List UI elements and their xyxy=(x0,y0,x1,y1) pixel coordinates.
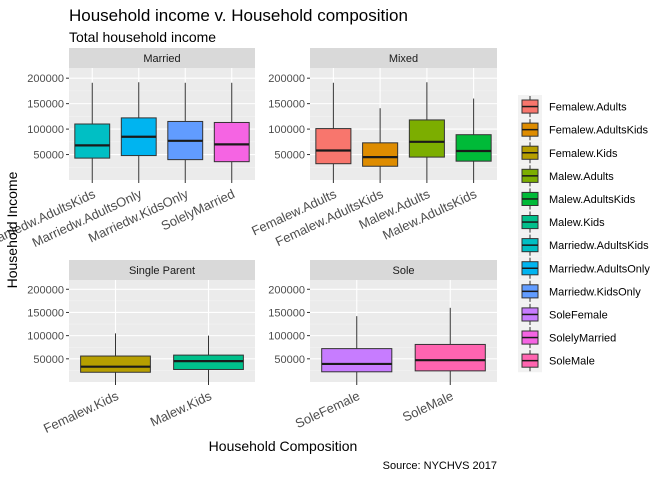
x-tick-label: SoleFemale xyxy=(293,388,362,431)
facet-panel: Mixed50000100000150000200000Femalew.Adul… xyxy=(249,48,497,249)
facet-panel: Married50000100000150000200000Marriedw.A… xyxy=(0,48,255,250)
boxplot-box xyxy=(120,82,157,180)
facet-panel: Single Parent 50000 100000 150000 200000 Fema… xyxy=(27,260,255,436)
y-tick-label: 200000 xyxy=(268,284,305,296)
boxplot-box xyxy=(173,335,244,382)
legend: Femalew.Adults Femalew.AdultsKids Femalew.… xyxy=(518,95,650,373)
boxplot-box xyxy=(80,333,151,382)
y-tick-label: 100000 xyxy=(27,331,64,343)
boxplot-box xyxy=(213,82,250,180)
y-tick-label: 100000 xyxy=(268,124,305,136)
x-tick-label: SoleMale xyxy=(400,388,455,425)
y-tick-label: 50000 xyxy=(33,354,64,366)
facet-label: Sole xyxy=(392,265,414,277)
legend-label: Femalew.AdultsKids xyxy=(549,125,649,137)
legend-label: Marriedw.AdultsOnly xyxy=(549,263,650,275)
iqr-box xyxy=(80,355,151,373)
boxplot-box xyxy=(362,108,399,180)
legend-label: Marriedw.KidsOnly xyxy=(549,286,641,298)
legend-label: Femalew.Kids xyxy=(549,148,618,160)
facet-label: Mixed xyxy=(389,53,418,65)
y-tick-label: 200000 xyxy=(27,73,64,85)
y-tick-label: 50000 xyxy=(274,150,305,162)
chart-subtitle: Total household income xyxy=(69,29,216,45)
legend-item: Femalew.Kids xyxy=(518,141,618,165)
x-axis-title: Household Composition xyxy=(209,438,358,454)
legend-item: SolelyMarried xyxy=(518,326,616,350)
legend-label: Femalew.Adults xyxy=(549,102,627,114)
facet-label: Single Parent xyxy=(129,265,195,277)
iqr-box xyxy=(315,128,352,165)
legend-item: Malew.Kids xyxy=(518,210,605,234)
facet-label: Married xyxy=(143,53,180,65)
chart-title: Household income v. Household compositio… xyxy=(69,6,408,25)
y-tick-label: 200000 xyxy=(268,73,305,85)
legend-label: Marriedw.AdultsKids xyxy=(549,240,649,252)
legend-item: Malew.AdultsKids xyxy=(518,187,636,211)
legend-item: Malew.Adults xyxy=(518,164,614,188)
y-tick-label: 100000 xyxy=(27,124,64,136)
iqr-box xyxy=(173,354,244,370)
y-tick-label: 150000 xyxy=(27,99,64,111)
facet-strip xyxy=(310,260,497,280)
boxplot-box xyxy=(414,307,486,382)
y-tick-label: 150000 xyxy=(268,99,305,111)
boxplot-box xyxy=(167,82,204,180)
legend-item: SoleFemale xyxy=(518,302,608,326)
legend-item: Marriedw.AdultsOnly xyxy=(518,256,650,280)
y-axis-title: Household Income xyxy=(4,171,20,288)
legend-label: SolelyMarried xyxy=(549,333,616,345)
boxplot-box xyxy=(315,82,352,180)
legend-label: SoleFemale xyxy=(549,309,608,321)
y-tick-label: 150000 xyxy=(268,307,305,319)
legend-item: Marriedw.KidsOnly xyxy=(518,279,641,303)
iqr-box xyxy=(213,121,250,163)
y-tick-label: 150000 xyxy=(27,307,64,319)
facet-panel: Sole 50000 100000 150000 200000 SoleFemale Sol… xyxy=(268,260,497,431)
y-tick-label: 50000 xyxy=(274,354,305,366)
y-tick-label: 200000 xyxy=(27,284,64,296)
facet-strip xyxy=(69,48,255,68)
facet-strip xyxy=(310,48,497,68)
boxplot-box xyxy=(455,98,492,180)
x-tick-label: Femalew.Kids xyxy=(41,388,121,436)
facet-panels: Married50000100000150000200000Marriedw.A… xyxy=(0,48,497,436)
x-tick-label: Malew.Kids xyxy=(148,388,214,430)
legend-label: Malew.Adults xyxy=(549,171,614,183)
facet-strip xyxy=(69,260,255,280)
legend-item: Femalew.Adults xyxy=(518,95,627,119)
iqr-box xyxy=(74,123,111,159)
legend-label: Malew.AdultsKids xyxy=(549,194,636,206)
legend-item: Femalew.AdultsKids xyxy=(518,118,649,142)
y-tick-label: 100000 xyxy=(268,331,305,343)
legend-item: Marriedw.AdultsKids xyxy=(518,233,649,257)
boxplot-box xyxy=(321,316,393,382)
legend-item: SoleMale xyxy=(518,349,595,373)
y-tick-label: 50000 xyxy=(33,150,64,162)
iqr-box xyxy=(455,134,492,162)
chart-caption: Source: NYCHVS 2017 xyxy=(383,460,497,472)
legend-label: SoleMale xyxy=(549,356,595,368)
iqr-box xyxy=(362,142,399,167)
legend-label: Malew.Kids xyxy=(549,217,605,229)
iqr-box xyxy=(321,348,393,373)
boxplot-box xyxy=(408,82,445,180)
iqr-box xyxy=(408,119,445,158)
boxplot-box xyxy=(74,82,111,180)
iqr-box xyxy=(414,343,486,372)
